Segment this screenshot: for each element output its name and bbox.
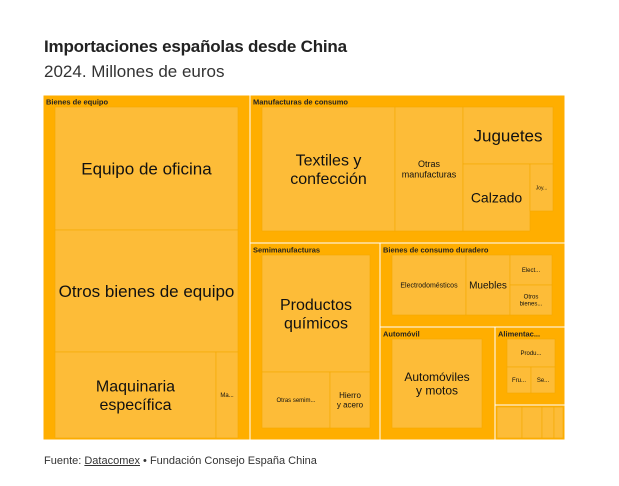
- treemap-leaf: [261, 254, 371, 373]
- treemap-leaf-label: Textiles y confección: [290, 152, 367, 187]
- treemap-leaf-label: Elect...: [522, 268, 541, 274]
- treemap-leaf: [465, 254, 511, 316]
- treemap-leaf-label: Maquinaria específica: [96, 378, 175, 413]
- treemap-leaf-label: Otras semim...: [276, 398, 315, 404]
- treemap-group-label: Alimentac...: [498, 330, 540, 339]
- treemap-group-label: Bienes de consumo duradero: [383, 246, 489, 255]
- treemap-leaf: [509, 284, 553, 316]
- treemap-leaf: [261, 106, 396, 232]
- treemap-leaf-label: Productos químicos: [280, 297, 352, 332]
- treemap-leaf-label: Otros bienes de equipo: [59, 282, 235, 301]
- treemap-group-label: Semimanufacturas: [253, 246, 320, 255]
- source-suffix: • Fundación Consejo España China: [140, 455, 317, 467]
- treemap-leaf-label: Equipo de oficina: [81, 159, 212, 178]
- treemap-group-label: Manufacturas de consumo: [253, 98, 348, 107]
- treemap-leaf-label: Muebles: [469, 281, 507, 292]
- treemap-leaf: [54, 229, 239, 353]
- treemap-leaf-label: Otras manufacturas: [402, 159, 457, 179]
- treemap-leaf: [506, 338, 556, 368]
- treemap-leaf-label: Fru...: [512, 378, 526, 384]
- treemap-leaf-label: Otros bienes...: [520, 295, 543, 308]
- treemap-leaf: [496, 406, 523, 439]
- chart-title: Importaciones españolas desde China: [44, 37, 347, 56]
- treemap-leaf-label: Joy...: [536, 185, 548, 191]
- treemap-leaf-label: Produ...: [520, 351, 541, 357]
- treemap-leaf: [329, 371, 371, 429]
- treemap-leaf: [530, 366, 556, 394]
- treemap-leaf: [529, 163, 554, 212]
- treemap-leaf: [506, 366, 532, 394]
- treemap-leaf: [391, 338, 483, 429]
- treemap-leaf: [261, 371, 331, 429]
- treemap-leaf-label: Juguetes: [474, 126, 543, 145]
- treemap-leaf: [215, 351, 239, 439]
- treemap-leaf-label: Ma...: [220, 393, 234, 399]
- source-prefix: Fuente:: [44, 455, 85, 467]
- treemap-leaf: [521, 406, 543, 439]
- treemap-leaf: [391, 254, 467, 316]
- treemap-leaf-label: Automóviles y motos: [404, 370, 469, 398]
- source-footer: Fuente: Datacomex • Fundación Consejo Es…: [44, 455, 317, 467]
- treemap-leaf: [541, 406, 555, 439]
- treemap-leaf: [54, 351, 217, 439]
- treemap-leaf-label: Hierro y acero: [337, 391, 364, 409]
- treemap-leaf: [394, 106, 464, 232]
- treemap-group-label: Bienes de equipo: [46, 98, 109, 107]
- source-link[interactable]: Datacomex: [84, 455, 140, 467]
- treemap-leaf-label: Electrodomésticos: [400, 282, 458, 289]
- chart-subtitle: 2024. Millones de euros: [44, 62, 225, 81]
- treemap-leaf: [462, 163, 531, 232]
- treemap-leaf-label: Calzado: [471, 189, 523, 205]
- treemap-leaf: [553, 406, 564, 439]
- treemap-leaf: [462, 106, 554, 165]
- treemap-leaf-label: Se...: [537, 378, 550, 384]
- treemap-group-label: Automóvil: [383, 330, 420, 339]
- treemap-leaf: [54, 106, 239, 231]
